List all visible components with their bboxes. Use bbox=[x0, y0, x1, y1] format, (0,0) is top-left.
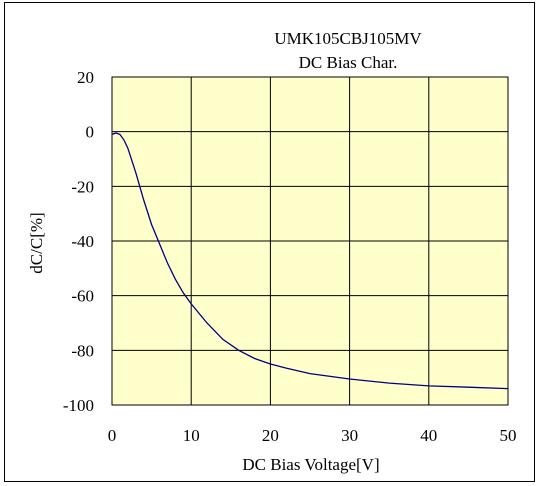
y-tick-labels: 20 0 -20 -40 -60 -80 -100 bbox=[63, 68, 94, 415]
x-tick-label: 0 bbox=[108, 426, 117, 445]
x-tick-labels: 0 10 20 30 40 50 bbox=[108, 426, 517, 445]
x-tick-label: 30 bbox=[341, 426, 358, 445]
y-tick-label: -40 bbox=[71, 232, 94, 251]
x-tick-label: 40 bbox=[420, 426, 437, 445]
x-tick-label: 10 bbox=[183, 426, 200, 445]
y-tick-label: 20 bbox=[77, 68, 94, 87]
y-tick-label: 0 bbox=[86, 123, 95, 142]
chart-subtitle: DC Bias Char. bbox=[299, 53, 398, 72]
x-tick-label: 50 bbox=[500, 426, 517, 445]
y-axis-label: dC/C[%] bbox=[27, 212, 46, 273]
chart-title: UMK105CBJ105MV bbox=[274, 29, 422, 48]
series-line bbox=[111, 132, 509, 390]
x-tick-label: 20 bbox=[262, 426, 279, 445]
x-axis-label: DC Bias Voltage[V] bbox=[242, 455, 379, 474]
y-tick-label: -100 bbox=[63, 396, 94, 415]
y-tick-label: -80 bbox=[71, 341, 94, 360]
y-tick-label: -60 bbox=[71, 287, 94, 306]
plot-border bbox=[111, 76, 509, 406]
y-tick-label: -20 bbox=[71, 177, 94, 196]
